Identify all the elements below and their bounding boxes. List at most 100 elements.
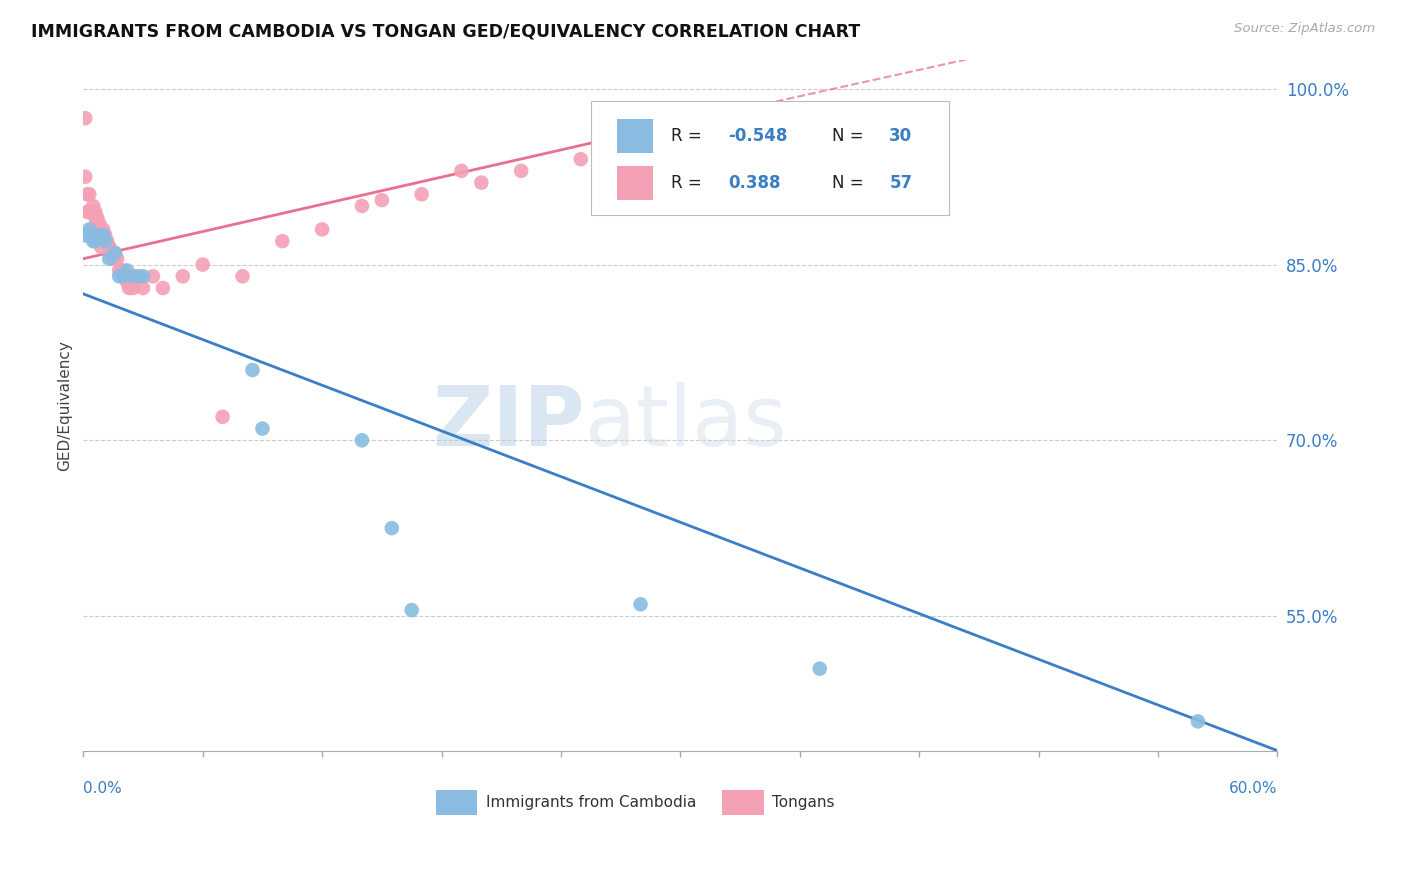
FancyBboxPatch shape — [617, 166, 652, 201]
Point — [98, 240, 121, 254]
Point — [128, 269, 150, 284]
FancyBboxPatch shape — [591, 101, 949, 215]
Point — [104, 245, 127, 260]
Point — [112, 269, 135, 284]
Point — [108, 263, 131, 277]
Point — [115, 263, 138, 277]
Text: 57: 57 — [890, 174, 912, 192]
Point — [350, 434, 373, 448]
Text: Source: ZipAtlas.com: Source: ZipAtlas.com — [1234, 22, 1375, 36]
Point — [115, 275, 138, 289]
Point — [172, 269, 194, 284]
Point — [191, 258, 214, 272]
Text: R =: R = — [671, 174, 711, 192]
Point — [84, 228, 107, 243]
Point — [689, 140, 711, 154]
Point — [77, 187, 100, 202]
Point — [122, 269, 145, 284]
Text: N =: N = — [832, 127, 869, 145]
FancyBboxPatch shape — [436, 790, 478, 815]
Point — [118, 281, 141, 295]
Point — [84, 234, 107, 248]
Text: R =: R = — [671, 127, 707, 145]
Point — [90, 240, 112, 254]
Text: 0.388: 0.388 — [728, 174, 780, 192]
Point — [105, 252, 128, 266]
Point — [101, 252, 124, 266]
Point — [122, 281, 145, 295]
Point — [381, 521, 404, 535]
FancyBboxPatch shape — [723, 790, 763, 815]
Text: -0.548: -0.548 — [728, 127, 787, 145]
Point — [231, 269, 253, 284]
Point — [1187, 714, 1209, 729]
Point — [80, 228, 103, 243]
Point — [124, 269, 146, 284]
Point — [82, 205, 104, 219]
Point — [132, 269, 155, 284]
Text: atlas: atlas — [585, 382, 786, 463]
Text: 60.0%: 60.0% — [1229, 781, 1278, 797]
Point — [76, 228, 98, 243]
Point — [132, 281, 155, 295]
Point — [94, 234, 117, 248]
Point — [114, 269, 136, 284]
Point — [75, 169, 97, 184]
Point — [470, 176, 492, 190]
Point — [91, 228, 114, 243]
Point — [77, 205, 100, 219]
Text: 30: 30 — [890, 127, 912, 145]
Point — [450, 164, 472, 178]
Point — [211, 409, 233, 424]
Point — [110, 263, 132, 277]
Point — [510, 164, 533, 178]
Point — [242, 363, 264, 377]
Point — [411, 187, 433, 202]
Point — [401, 603, 423, 617]
Point — [89, 228, 111, 243]
Point — [82, 234, 104, 248]
Point — [76, 187, 98, 202]
Point — [89, 222, 111, 236]
Point — [271, 234, 294, 248]
Point — [91, 228, 114, 243]
Point — [142, 269, 165, 284]
Point — [77, 222, 100, 236]
Point — [371, 193, 394, 207]
Point — [75, 111, 97, 125]
Point — [89, 217, 111, 231]
Point — [80, 205, 103, 219]
Text: IMMIGRANTS FROM CAMBODIA VS TONGAN GED/EQUIVALENCY CORRELATION CHART: IMMIGRANTS FROM CAMBODIA VS TONGAN GED/E… — [31, 22, 860, 40]
Point — [86, 228, 108, 243]
Text: ZIP: ZIP — [433, 382, 585, 463]
FancyBboxPatch shape — [617, 119, 652, 153]
Point — [96, 234, 118, 248]
Point — [91, 222, 114, 236]
Point — [86, 217, 108, 231]
Point — [86, 211, 108, 225]
Point — [808, 662, 831, 676]
Point — [350, 199, 373, 213]
Point — [100, 245, 122, 260]
Point — [252, 421, 274, 435]
Point — [101, 245, 124, 260]
Point — [76, 205, 98, 219]
Point — [104, 252, 127, 266]
Point — [94, 234, 117, 248]
Point — [90, 228, 112, 243]
Point — [82, 199, 104, 213]
Point — [75, 228, 97, 243]
Point — [569, 152, 592, 166]
Point — [90, 228, 112, 243]
Text: Immigrants from Cambodia: Immigrants from Cambodia — [485, 795, 696, 810]
Point — [152, 281, 174, 295]
Point — [84, 211, 107, 225]
Point — [91, 228, 114, 243]
Point — [108, 269, 131, 284]
Point — [112, 263, 135, 277]
Point — [311, 222, 333, 236]
Point — [94, 228, 117, 243]
Text: 0.0%: 0.0% — [83, 781, 122, 797]
Point — [98, 240, 121, 254]
Y-axis label: GED/Equivalency: GED/Equivalency — [58, 340, 72, 471]
